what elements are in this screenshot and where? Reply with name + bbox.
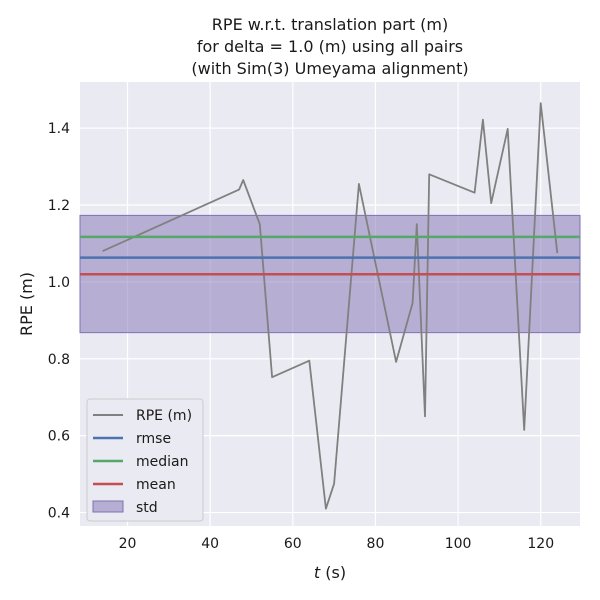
legend-label-mean: mean [136, 477, 176, 493]
x-tick-label: 80 [367, 536, 385, 552]
x-axis-label: t (s) [314, 563, 346, 582]
legend-label-std: std [136, 500, 158, 516]
chart-title-line-2: for delta = 1.0 (m) using all pairs [197, 37, 463, 56]
legend-label-median: median [136, 454, 188, 470]
y-tick-labels: 0.4 0.6 0.8 1.0 1.2 1.4 [48, 121, 70, 521]
stat-lines [80, 235, 580, 276]
y-tick-label: 1.2 [48, 198, 70, 214]
x-tick-label: 20 [119, 536, 137, 552]
legend-swatch-std [92, 500, 124, 513]
y-tick-label: 0.8 [48, 352, 70, 368]
x-tick-labels: 20 40 60 80 100 120 [119, 536, 555, 552]
legend-label-rmse: rmse [136, 431, 171, 447]
y-tick-label: 0.4 [48, 506, 70, 522]
chart-title-line-1: RPE w.r.t. translation part (m) [212, 15, 448, 34]
x-tick-label: 100 [445, 536, 472, 552]
x-tick-label: 40 [201, 536, 219, 552]
legend-label-rpe: RPE (m) [136, 408, 192, 424]
y-tick-label: 1.4 [48, 121, 70, 137]
x-tick-label: 120 [527, 536, 554, 552]
legend: RPE (m) rmse median mean std [86, 398, 204, 522]
x-axis-label-unit: (s) [320, 563, 346, 582]
y-tick-label: 1.0 [48, 275, 70, 291]
x-axis-label-var: t [314, 563, 321, 582]
y-tick-label: 0.6 [48, 429, 70, 445]
chart-title-line-3: (with Sim(3) Umeyama alignment) [191, 59, 468, 78]
x-tick-label: 60 [284, 536, 302, 552]
legend-box [86, 398, 204, 522]
y-axis-label: RPE (m) [17, 272, 36, 336]
